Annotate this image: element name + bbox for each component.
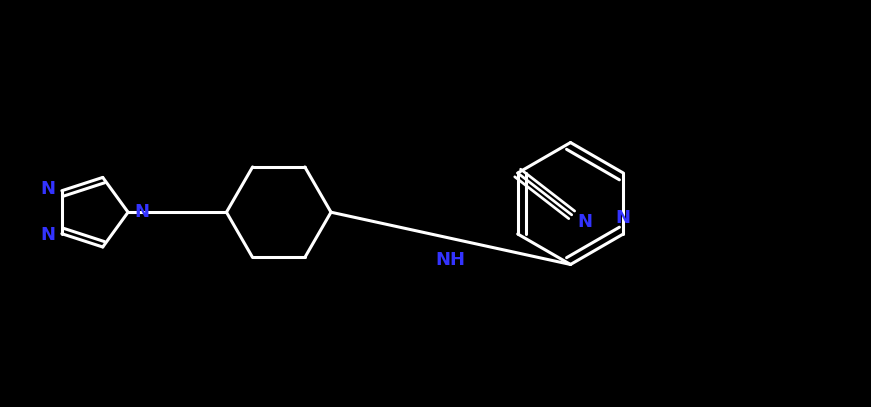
Text: NH: NH <box>436 251 466 269</box>
Text: N: N <box>40 226 56 245</box>
Text: N: N <box>577 213 592 231</box>
Text: N: N <box>616 209 631 227</box>
Text: N: N <box>40 180 56 198</box>
Text: N: N <box>134 203 150 221</box>
